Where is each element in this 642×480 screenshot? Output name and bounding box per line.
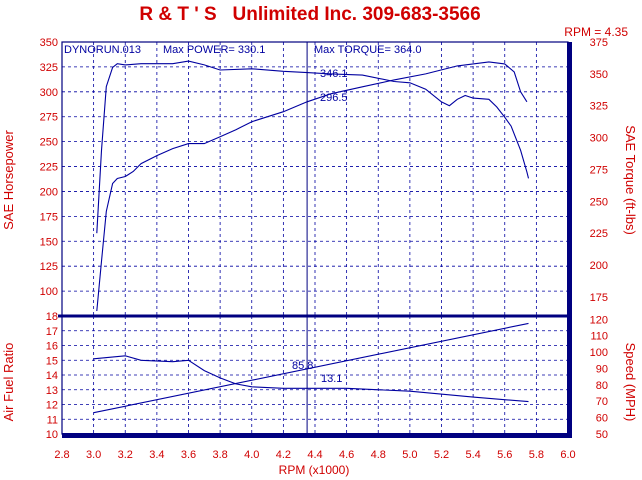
hp-tick-label: 350 <box>40 37 58 49</box>
speed-tick-label: 100 <box>590 347 608 359</box>
max-torque-label: Max TORQUE= 364.0 <box>314 44 422 56</box>
x-tick-label: 5.6 <box>497 449 512 461</box>
torque-tick-label: 350 <box>590 69 608 81</box>
torque-tick-label: 175 <box>590 292 608 304</box>
x-tick-label: 3.4 <box>149 449 164 461</box>
torque-tick-label: 375 <box>590 37 608 49</box>
cursor-afr-value: 13.1 <box>321 373 342 385</box>
hp-tick-label: 200 <box>40 186 58 198</box>
air-fuel-ratio-curve <box>93 355 529 403</box>
x-tick-label: 4.6 <box>339 449 354 461</box>
x-tick-label: 4.2 <box>276 449 291 461</box>
speed-tick-label: 80 <box>596 380 608 392</box>
x-tick-label: 3.8 <box>212 449 227 461</box>
x-tick-label: 4.8 <box>371 449 386 461</box>
torque-axis-title: SAE Torque (ft-lbs) <box>623 125 638 235</box>
afr-tick-label: 13 <box>46 385 58 397</box>
hp-axis-title: SAE Horsepower <box>1 129 16 229</box>
speed-curve <box>93 322 529 414</box>
afr-axis-title: Air Fuel Ratio <box>1 343 16 422</box>
bottom-frame-bar <box>62 433 572 438</box>
hp-tick-label: 225 <box>40 162 58 174</box>
x-tick-label: 5.0 <box>402 449 417 461</box>
afr-tick-label: 16 <box>46 341 58 353</box>
afr-tick-label: 11 <box>47 414 58 426</box>
x-tick-label: 3.6 <box>181 449 196 461</box>
torque-tick-label: 250 <box>590 196 608 208</box>
speed-tick-label: 70 <box>596 396 608 408</box>
x-tick-label: 4.0 <box>244 449 259 461</box>
rpm-readout: RPM = 4.35 <box>564 25 628 39</box>
x-tick-label: 3.2 <box>118 449 133 461</box>
speed-tick-label: 120 <box>590 314 608 326</box>
afr-tick-label: 14 <box>46 370 58 382</box>
torque-tick-label: 300 <box>590 133 608 145</box>
x-tick-label: 3.0 <box>86 449 101 461</box>
cursor-hp-value: 296.5 <box>320 92 348 104</box>
afr-tick-label: 18 <box>46 311 58 323</box>
x-tick-label: 6.0 <box>560 449 575 461</box>
x-axis-title: RPM (x1000) <box>279 463 350 477</box>
torque-tick-label: 200 <box>590 260 608 272</box>
afr-tick-label: 12 <box>46 400 58 412</box>
run-label: DYNORUN.013 <box>64 44 141 56</box>
max-power-label: Max POWER= 330.1 <box>163 44 265 56</box>
hp-tick-label: 300 <box>40 87 58 99</box>
speed-tick-label: 60 <box>596 413 608 425</box>
horsepower-curve <box>96 61 528 312</box>
speed-tick-label: 90 <box>596 363 608 375</box>
x-tick-label: 5.2 <box>434 449 449 461</box>
speed-tick-label: 110 <box>590 331 608 343</box>
torque-tick-label: 275 <box>590 164 608 176</box>
hp-tick-label: 325 <box>40 62 58 74</box>
torque-tick-label: 225 <box>590 228 608 240</box>
speed-axis-title: Speed (MPH) <box>623 343 638 422</box>
hp-tick-label: 275 <box>40 112 58 124</box>
hp-tick-label: 150 <box>40 236 58 248</box>
torque-curve <box>96 60 530 234</box>
afr-tick-label: 17 <box>46 326 58 338</box>
right-frame-bar <box>567 42 572 438</box>
afr-tick-label: 15 <box>46 355 58 367</box>
x-tick-label: 2.8 <box>54 449 69 461</box>
hp-tick-label: 100 <box>40 286 58 298</box>
hp-tick-label: 175 <box>40 211 58 223</box>
chart-title: R & T ' S Unlimited Inc. 309-683-3566 <box>139 4 480 25</box>
speed-tick-label: 50 <box>596 429 608 441</box>
torque-tick-label: 325 <box>590 101 608 113</box>
x-tick-label: 4.4 <box>307 449 322 461</box>
x-tick-label: 5.4 <box>465 449 480 461</box>
hp-tick-label: 250 <box>40 137 58 149</box>
x-tick-label: 5.8 <box>529 449 544 461</box>
hp-tick-label: 125 <box>40 261 58 273</box>
afr-tick-label: 10 <box>46 429 58 441</box>
